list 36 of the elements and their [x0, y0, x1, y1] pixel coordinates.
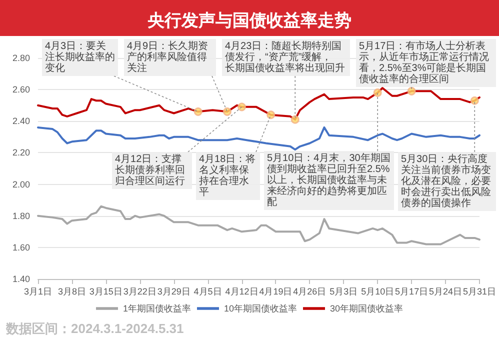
y-tick-label: 1.80: [12, 210, 30, 221]
x-tick-label: 4月5日: [194, 286, 222, 296]
y-tick-label: 2.00: [12, 179, 30, 190]
annotation: 4月3日：要关注长期收益率的变化: [45, 40, 115, 74]
chart-title: 央行发声与国债收益率走势: [146, 11, 352, 30]
y-tick-label: 2.60: [12, 84, 30, 95]
x-tick-label: 3月29日: [157, 286, 190, 296]
x-tick-label: 5月10日: [361, 286, 394, 296]
x-tick-label: 3月22日: [123, 286, 156, 296]
x-tick-label: 5月3日: [330, 286, 358, 296]
legend-label: 1年期国债收益率: [122, 304, 191, 314]
text: 数据区间：2024.3.1-2024.5.31: [5, 321, 184, 336]
x-tick-label: 5月24日: [429, 286, 462, 296]
legend-label: 30年期国债收益率: [330, 304, 404, 314]
annotation: 4月23日：随超长期特别国债发行，“资产荒”缓解，长期国债收益率将出现回升: [225, 40, 345, 74]
annotation: 5月30日：央行高度关注当前债券市场变化及潜在风险，必要时会进行卖出低风险债券的国债操作: [401, 153, 491, 209]
x-tick-label: 3月1日: [24, 286, 52, 296]
x-tick-label: 4月26日: [293, 286, 326, 296]
annotation: 5月10日：4月末，30年期国债到期收益率已回升至2.5%以上，长期国债收益率与未来经济向好的趋势将更加匹配: [267, 152, 390, 208]
annotation: 4月12日：支撑长期债券利率回归合理区间运行: [115, 153, 185, 187]
y-tick-label: 1.60: [12, 242, 30, 252]
annotation: 4月9日：长久期资产的利率风险值得关注: [127, 40, 208, 74]
annotation: 4月18日：将名义利率保持在合理水平: [199, 153, 256, 198]
y-tick-label: 2.80: [12, 53, 30, 63]
y-tick-label: 1.40: [12, 274, 30, 284]
x-tick-label: 5月31日: [462, 286, 496, 296]
x-tick-label: 4月19日: [259, 286, 292, 296]
line-series: [37, 126, 480, 151]
legend-label: 10年期国债收益率: [224, 304, 298, 314]
x-tick-label: 5月17日: [395, 286, 428, 296]
x-tick-label: 3月15日: [89, 286, 122, 296]
y-tick-label: 2.20: [12, 148, 30, 158]
x-tick-label: 4月12日: [225, 286, 258, 296]
x-tick-label: 3月8日: [58, 286, 86, 296]
y-tick-label: 2.40: [12, 116, 30, 126]
annotation: 5月17日：有市场人士分析表示，从近年市场正常运行情况看，2.5%至3%可能是长期国债收益率的合理区间: [359, 40, 489, 85]
